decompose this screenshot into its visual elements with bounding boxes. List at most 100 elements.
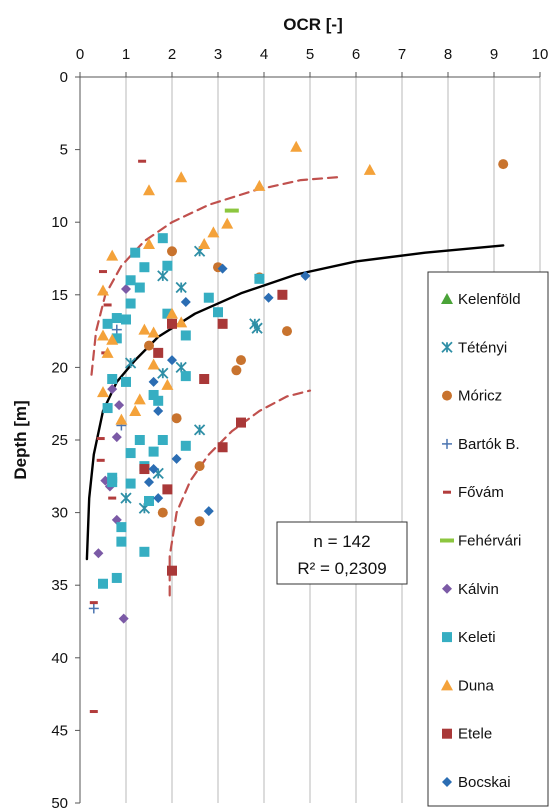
point-t-t-nyi-4 <box>157 367 169 379</box>
point-duna-17 <box>101 346 114 358</box>
point-bocskai-0 <box>217 263 228 274</box>
point-duna-0 <box>290 140 303 152</box>
point-bocskai-11 <box>203 506 214 517</box>
point-duna-4 <box>253 179 266 191</box>
point-keleti-33 <box>116 536 127 547</box>
point-duna-16 <box>106 333 119 345</box>
point-m-ricz-6 <box>231 365 242 376</box>
legend-marker-f-v-m <box>443 490 451 494</box>
legend-label-bocskai: Bocskai <box>458 774 511 791</box>
legend-marker-bocskai <box>442 777 452 787</box>
x-tick-label-8: 8 <box>444 46 452 63</box>
x-tick-label-0: 0 <box>76 46 84 63</box>
point-keleti-23 <box>157 435 168 445</box>
point-f-v-m-0 <box>138 159 147 163</box>
point-f-v-m-8 <box>89 710 98 714</box>
point-keleti-36 <box>98 578 108 589</box>
point-etele-8 <box>162 484 173 495</box>
point-keleti-31 <box>144 495 154 506</box>
point-k-lvin-2 <box>114 400 125 411</box>
point-duna-1 <box>363 163 376 175</box>
y-tick-label-35: 35 <box>51 577 68 594</box>
y-tick-label-15: 15 <box>51 287 68 304</box>
series-keleti <box>98 233 265 589</box>
x-tick-label-3: 3 <box>214 46 222 63</box>
point-bart-k-b-1 <box>88 603 99 614</box>
point-f-v-m-2 <box>103 303 112 307</box>
point-t-t-nyi-8 <box>120 492 132 504</box>
point-duna-18 <box>147 358 160 370</box>
point-m-ricz-9 <box>157 507 168 518</box>
point-t-t-nyi-0 <box>157 270 169 282</box>
point-keleti-5 <box>134 282 145 293</box>
x-tick-label-7: 7 <box>398 46 406 63</box>
point-duna-12 <box>175 316 188 328</box>
upper-bound-curve <box>90 176 339 376</box>
x-axis-title: OCR [-] <box>283 15 342 34</box>
point-bocskai-7 <box>148 464 159 475</box>
point-m-ricz-10 <box>194 516 205 527</box>
point-t-t-nyi-3 <box>175 361 187 374</box>
point-duna-11 <box>166 307 178 319</box>
point-keleti-7 <box>121 314 131 325</box>
point-m-ricz-5 <box>236 355 246 366</box>
point-keleti-22 <box>134 435 145 445</box>
point-keleti-20 <box>102 403 113 414</box>
point-f-v-m-5 <box>96 458 105 462</box>
point-bocskai-2 <box>263 292 274 303</box>
stats-box-frame <box>276 521 408 585</box>
point-bocskai-5 <box>148 376 159 387</box>
legend-label-k-lvin: Kálvin <box>458 581 499 598</box>
point-keleti-10 <box>111 333 122 344</box>
point-m-ricz-1 <box>167 246 177 257</box>
data-points <box>88 140 509 714</box>
point-bocskai-8 <box>171 453 182 464</box>
point-keleti-4 <box>125 275 136 286</box>
stats-box: n = 142 R² = 0,2309 <box>276 521 408 585</box>
point-duna-5 <box>221 217 234 229</box>
point-f-v-m-4 <box>96 437 105 441</box>
point-m-ricz-0 <box>498 159 509 170</box>
point-bocskai-10 <box>153 493 164 504</box>
legend: Kelenföld Tétényi Móricz Bartók B. Fővám Fehé… <box>427 271 549 807</box>
y-axis-title: Depth [m] <box>11 400 30 479</box>
legend-label-f-v-m: Fővám <box>458 484 504 501</box>
series-bocskai <box>144 263 311 517</box>
point-keleti-34 <box>139 546 150 557</box>
point-keleti-9 <box>102 318 113 329</box>
point-f-v-m-1 <box>99 270 107 274</box>
point-k-lvin-9 <box>118 613 129 624</box>
point-keleti-32 <box>116 522 127 533</box>
point-keleti-16 <box>107 374 118 385</box>
legend-label-t-t-nyi: Tétényi <box>458 339 507 356</box>
x-tick-label-10: 10 <box>532 46 549 63</box>
point-duna-14 <box>147 326 160 338</box>
legend-marker-feh-rv-ri <box>440 538 454 543</box>
series-duna <box>97 140 376 425</box>
legend-marker-m-ricz <box>442 390 452 401</box>
legend-item-bocskai: Bocskai <box>442 774 511 791</box>
point-duna-19 <box>161 378 174 390</box>
point-etele-9 <box>167 565 177 576</box>
legend-marker-bart-k-b <box>442 438 452 449</box>
point-keleti-18 <box>148 389 159 400</box>
point-keleti-25 <box>125 448 136 459</box>
point-t-t-nyi-7 <box>193 424 206 436</box>
legend-label-keleti: Keleti <box>458 629 496 646</box>
point-duna-22 <box>129 404 142 416</box>
series-feh-rv-ri <box>224 208 239 213</box>
point-keleti-24 <box>180 440 191 451</box>
y-tick-label-20: 20 <box>51 359 68 376</box>
x-tick-label-4: 4 <box>260 46 268 63</box>
point-keleti-8 <box>111 313 122 324</box>
x-tick-label-5: 5 <box>306 46 314 63</box>
series-bart-k-b <box>88 324 127 614</box>
stat-n: n = 142 <box>313 532 370 551</box>
point-keleti-13 <box>203 292 214 303</box>
legend-item-feh-rv-ri: Fehérvári <box>440 533 521 550</box>
point-bocskai-9 <box>144 477 154 488</box>
point-k-lvin-1 <box>107 384 118 395</box>
point-bocskai-4 <box>167 355 177 366</box>
y-tick-label-5: 5 <box>60 142 68 159</box>
